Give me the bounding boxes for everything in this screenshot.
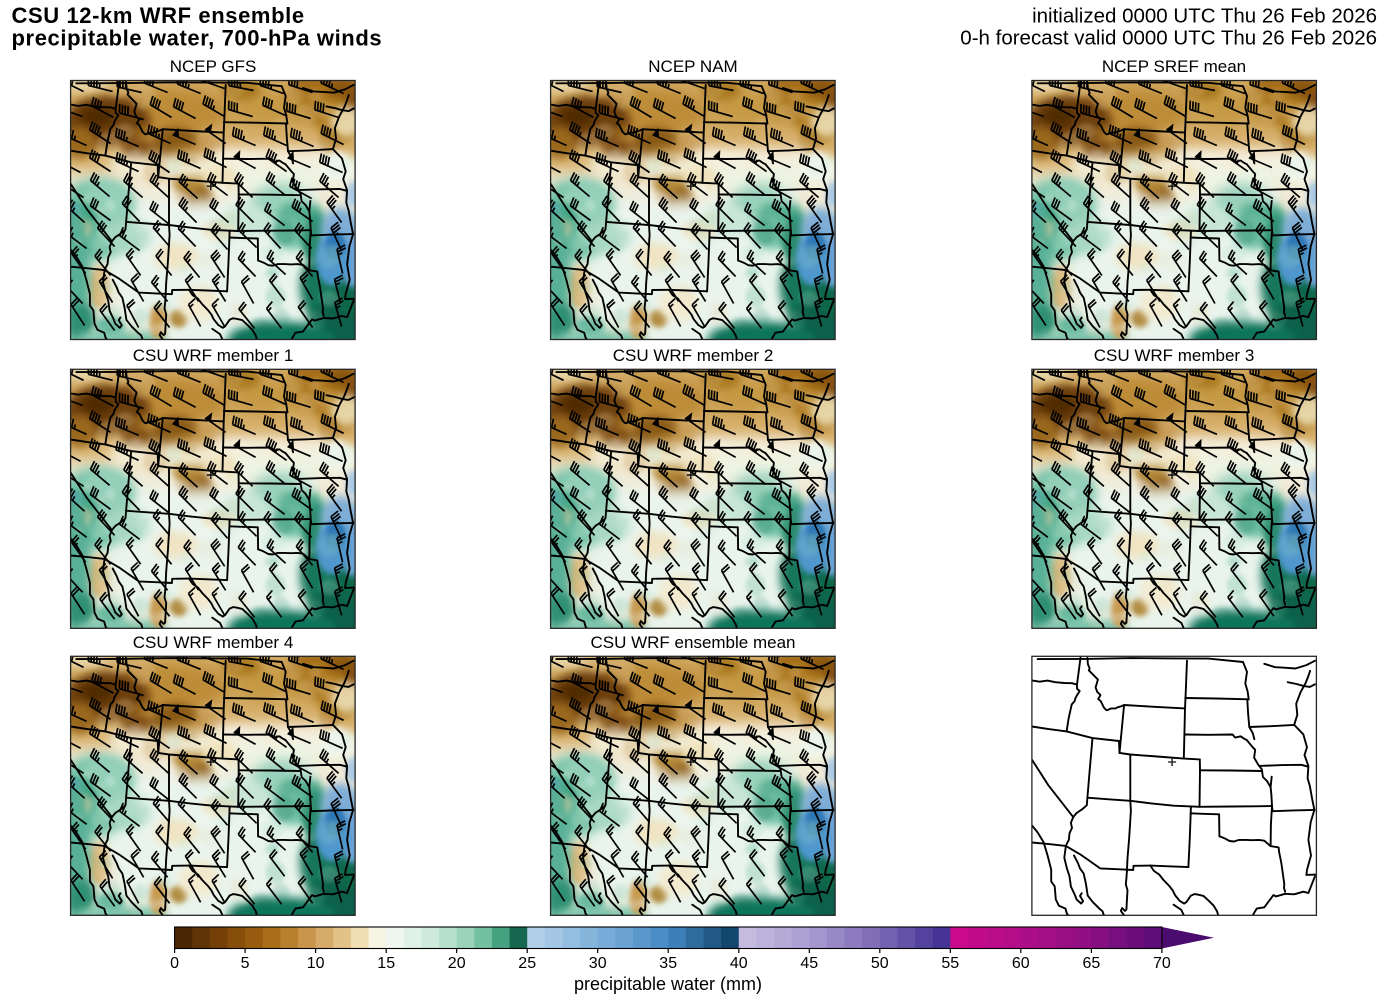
svg-text:15: 15: [377, 955, 395, 972]
svg-text:0: 0: [170, 955, 179, 972]
svg-text:precipitable water, 700-hPa wi: precipitable water, 700-hPa winds: [12, 26, 383, 51]
svg-text:55: 55: [941, 955, 959, 972]
svg-text:30: 30: [589, 955, 607, 972]
svg-text:CSU WRF member 2: CSU WRF member 2: [613, 346, 774, 365]
svg-text:NCEP NAM: NCEP NAM: [648, 57, 737, 76]
svg-text:45: 45: [800, 955, 818, 972]
svg-text:NCEP GFS: NCEP GFS: [170, 57, 257, 76]
svg-text:50: 50: [871, 955, 889, 972]
svg-text:20: 20: [448, 955, 466, 972]
svg-text:CSU WRF ensemble mean: CSU WRF ensemble mean: [590, 633, 795, 652]
svg-text:CSU WRF member 3: CSU WRF member 3: [1094, 346, 1255, 365]
svg-text:40: 40: [730, 955, 748, 972]
svg-text:5: 5: [241, 955, 250, 972]
svg-text:65: 65: [1083, 955, 1101, 972]
svg-text:70: 70: [1153, 955, 1171, 972]
svg-text:10: 10: [307, 955, 325, 972]
svg-text:NCEP SREF mean: NCEP SREF mean: [1102, 57, 1246, 76]
svg-text:CSU WRF member 1: CSU WRF member 1: [133, 346, 294, 365]
svg-text:CSU WRF member 4: CSU WRF member 4: [133, 633, 294, 652]
svg-text:25: 25: [518, 955, 536, 972]
svg-text:initialized 0000 UTC Thu 26 Fe: initialized 0000 UTC Thu 26 Feb 2026: [1032, 5, 1377, 28]
svg-text:precipitable water (mm): precipitable water (mm): [574, 974, 762, 994]
svg-text:60: 60: [1012, 955, 1030, 972]
svg-text:CSU 12-km WRF ensemble: CSU 12-km WRF ensemble: [12, 3, 305, 28]
svg-text:35: 35: [659, 955, 677, 972]
svg-text:0-h forecast valid 0000 UTC Th: 0-h forecast valid 0000 UTC Thu 26 Feb 2…: [960, 26, 1377, 49]
